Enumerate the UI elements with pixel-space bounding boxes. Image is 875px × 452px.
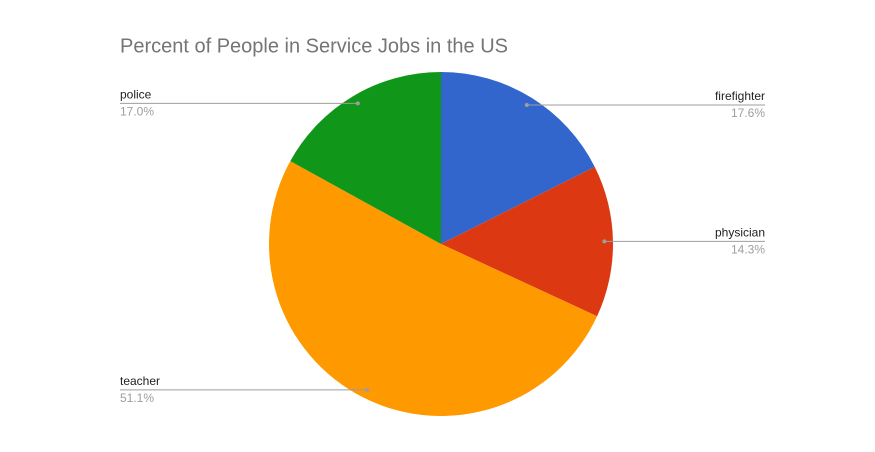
slice-label: police bbox=[120, 88, 152, 102]
pie-slice bbox=[441, 72, 595, 244]
leader-dot bbox=[355, 101, 360, 106]
slice-label: firefighter bbox=[715, 89, 765, 103]
leader-dot bbox=[365, 387, 370, 392]
slice-label: teacher bbox=[120, 374, 160, 388]
chart-title: Percent of People in Service Jobs in the… bbox=[120, 35, 508, 57]
slice-value: 17.6% bbox=[731, 106, 765, 120]
pie-slice bbox=[269, 161, 598, 416]
slice-value: 51.1% bbox=[120, 391, 154, 405]
slice-label: physician bbox=[715, 226, 765, 240]
pie-slice bbox=[290, 72, 441, 244]
pie-slice bbox=[441, 166, 613, 317]
leader-dot bbox=[602, 239, 607, 244]
slice-value: 14.3% bbox=[731, 243, 765, 257]
slice-value: 17.0% bbox=[120, 105, 154, 119]
leader-dot bbox=[524, 102, 529, 107]
